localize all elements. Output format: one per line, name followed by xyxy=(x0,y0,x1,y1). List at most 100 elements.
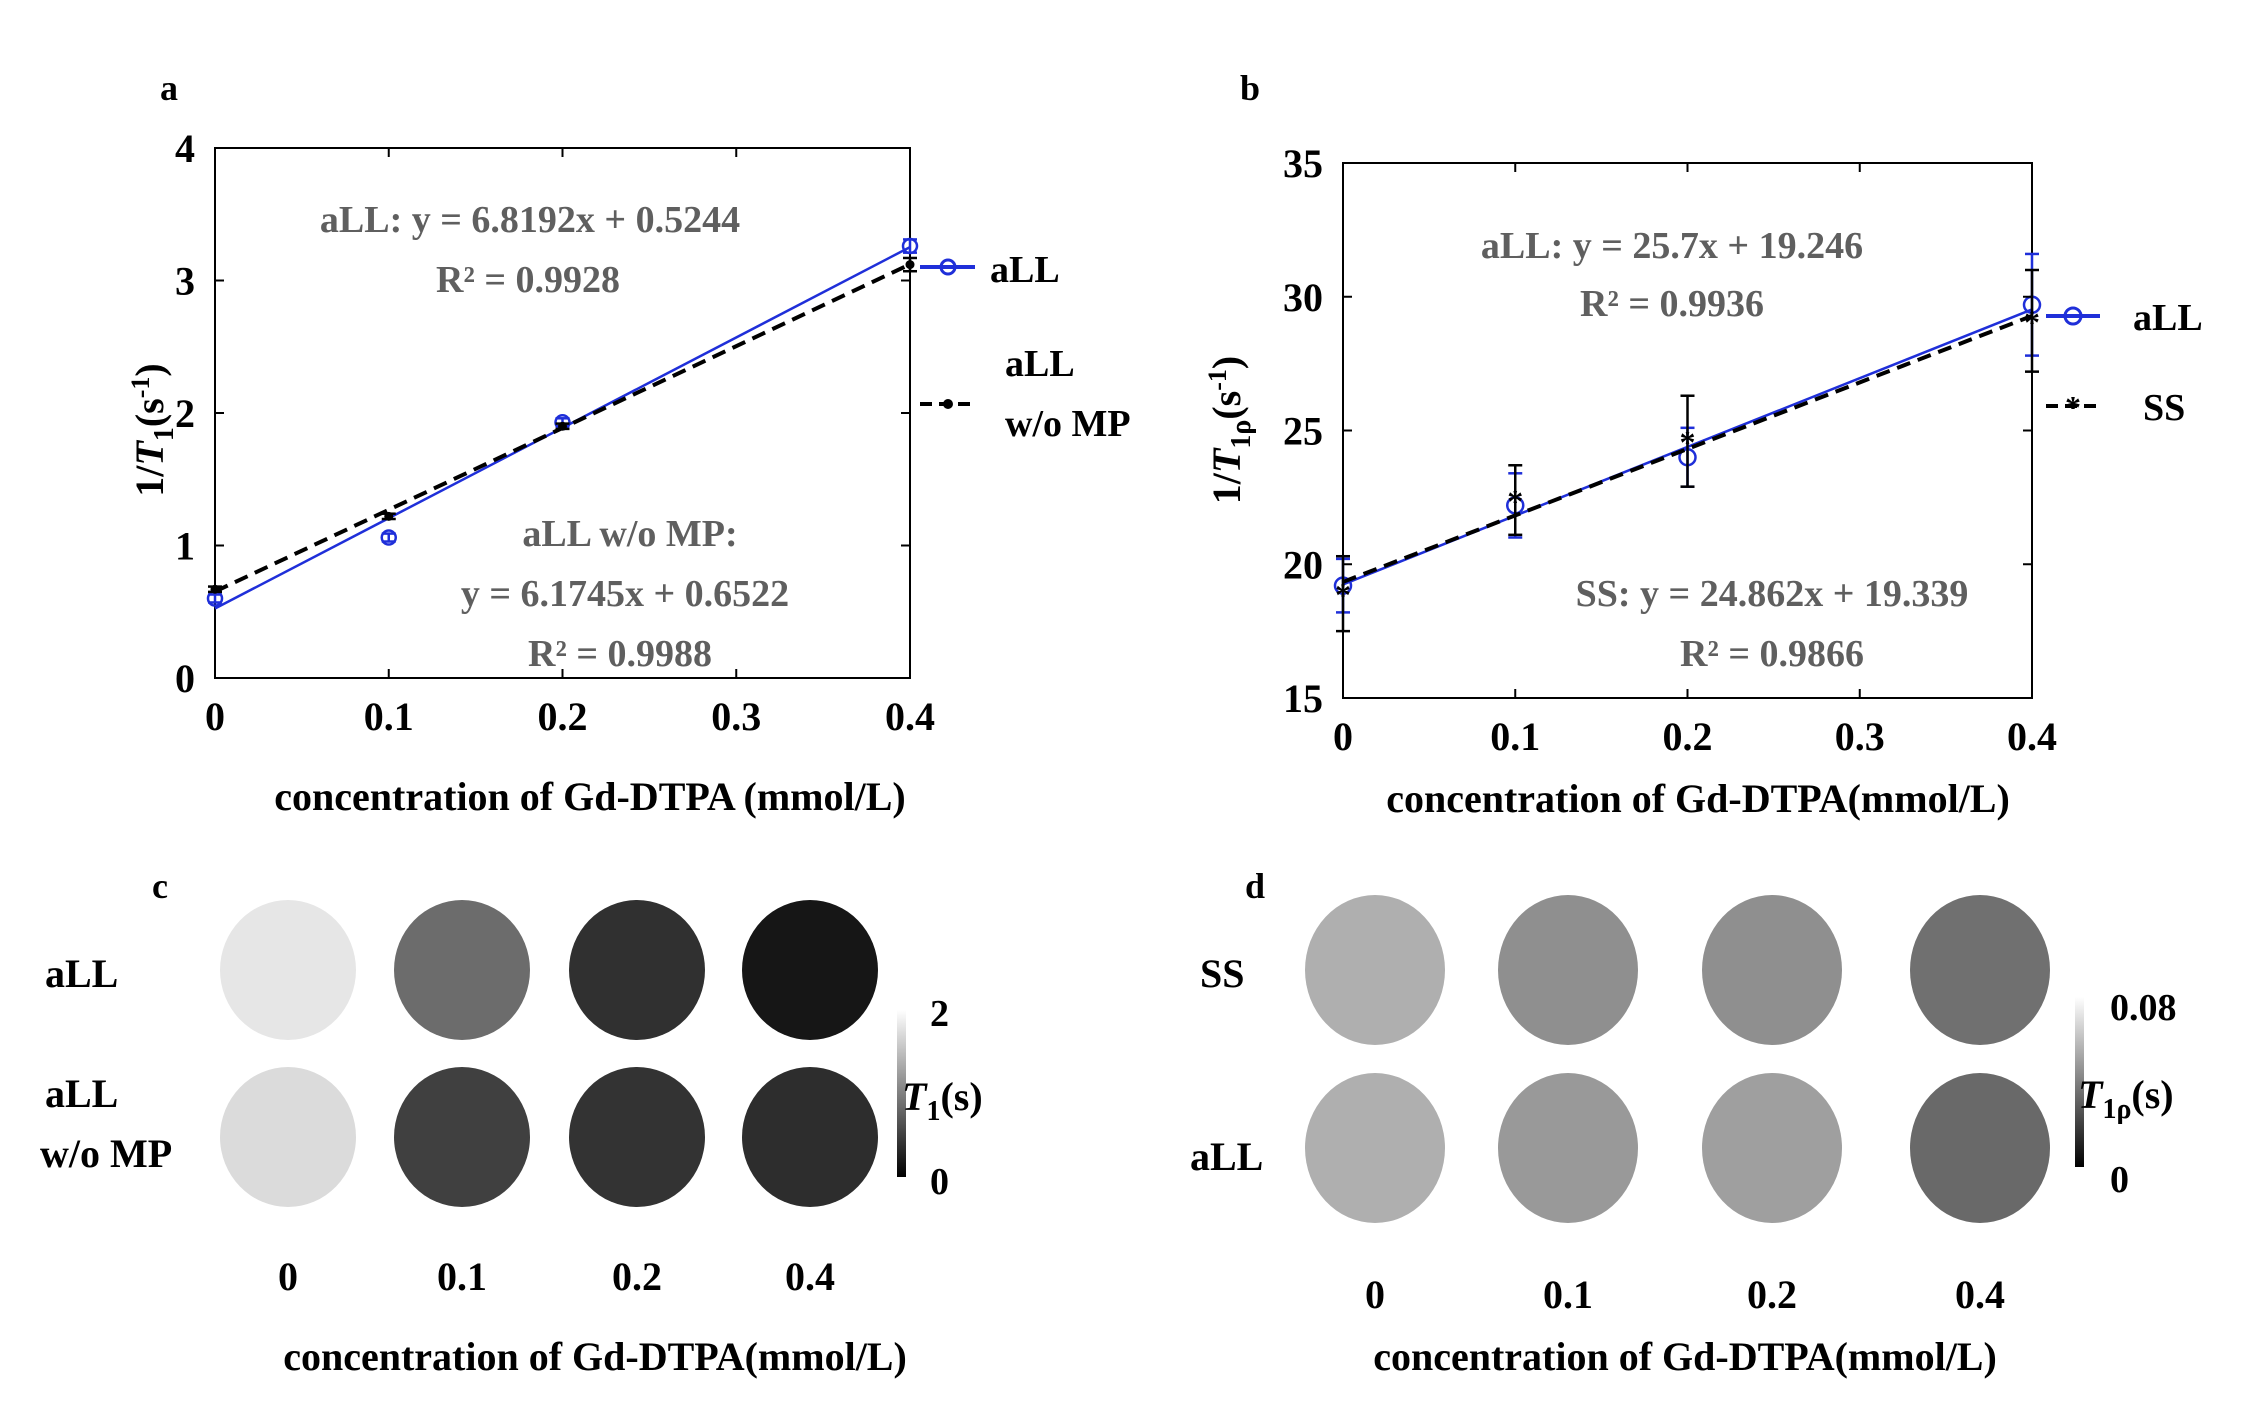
map-d-xtick-2: 0.2 xyxy=(1747,1272,1797,1317)
chart-b-xtick-label: 0.1 xyxy=(1490,714,1540,759)
map-d-disc xyxy=(1305,895,1445,1045)
chart-b-ytick-label: 25 xyxy=(1283,409,1323,454)
map-d-disc xyxy=(1702,1073,1842,1223)
map-c-disc xyxy=(569,1067,705,1207)
map-d-xtick-3: 0.4 xyxy=(1955,1272,2005,1317)
chart-a-point-all-w-o-mp xyxy=(558,421,567,431)
chart-b-xtick-label: 0.3 xyxy=(1835,714,1885,759)
map-d-discs xyxy=(1305,895,2050,1223)
map-c-xtick-3: 0.4 xyxy=(785,1254,835,1299)
panel-label-a: a xyxy=(160,68,178,108)
chart-b-xtick-label: 0.4 xyxy=(2007,714,2057,759)
map-d: SS aLL 0.08 0 T1ρ(s) 0 0.1 0.2 0.4 conce… xyxy=(1190,895,2177,1379)
chart-a-ylabel-sub: 1 xyxy=(149,427,180,441)
chart-a-xtick-label: 0.4 xyxy=(885,694,935,739)
map-d-disc xyxy=(1498,895,1638,1045)
chart-a-legend: aLL aLL w/o MP xyxy=(920,249,1131,445)
chart-a-point-all xyxy=(901,237,919,255)
chart-b-ytick-label: 30 xyxy=(1283,275,1323,320)
chart-a-eq-aLL: aLL: y = 6.8192x + 0.5244 xyxy=(320,199,740,241)
chart-b-eq-SS: SS: y = 24.862x + 19.339 xyxy=(1576,573,1969,615)
map-c-xlabel: concentration of Gd-DTPA(mmol/L) xyxy=(283,1334,907,1379)
chart-a-xtick-label: 0.2 xyxy=(538,694,588,739)
chart-a-ytick-label: 1 xyxy=(175,524,195,569)
map-c-disc xyxy=(220,900,356,1040)
chart-a-legend-aLL-marker xyxy=(939,258,957,276)
chart-b-point-ss: * xyxy=(2024,304,2040,340)
chart-a-r2-aLL: R² = 0.9928 xyxy=(436,259,620,301)
chart-a-ytick-label: 0 xyxy=(175,656,195,701)
chart-a-point-all-w-o-mp xyxy=(384,511,394,521)
chart-b-ylabel-unit-sup: -1 xyxy=(1203,369,1232,391)
map-c-row-label-2b: w/o MP xyxy=(40,1131,172,1176)
map-c-xtick-0: 0 xyxy=(278,1254,298,1299)
chart-b-legend-SS-label: SS xyxy=(2143,387,2185,429)
map-c-colorbar-sub: 1 xyxy=(926,1096,940,1127)
panel-label-d: d xyxy=(1245,866,1265,906)
map-d-row-label-1: SS xyxy=(1200,951,1245,996)
map-c-xtick-1: 0.1 xyxy=(437,1254,487,1299)
map-d-xtick-0: 0 xyxy=(1365,1272,1385,1317)
chart-b-legend: aLL * SS xyxy=(2046,297,2203,429)
chart-b-legend-aLL-marker xyxy=(2063,306,2083,326)
map-c-xtick-2: 0.2 xyxy=(612,1254,662,1299)
map-c-colorbar-var: T xyxy=(902,1074,928,1119)
chart-b-eq-aLL: aLL: y = 25.7x + 19.246 xyxy=(1481,225,1863,267)
chart-a-ylabel-var: T xyxy=(127,440,172,466)
chart-a-point-all-w-o-mp xyxy=(905,260,915,270)
chart-a-ytick-label: 3 xyxy=(175,259,195,304)
chart-b-xtick-label: 0 xyxy=(1333,714,1353,759)
panel-label-b: b xyxy=(1240,68,1260,108)
map-d-colorbar-title: T1ρ(s) xyxy=(2078,1072,2174,1125)
map-d-disc xyxy=(1702,895,1842,1045)
chart-b-ylabel-var: T xyxy=(1204,447,1249,473)
chart-b-ytick-label: 35 xyxy=(1283,141,1323,186)
map-c-disc xyxy=(742,900,878,1040)
map-d-colorbar-min: 0 xyxy=(2110,1159,2129,1201)
chart-b-point-ss: * xyxy=(1335,577,1351,613)
map-d-colorbar-var: T xyxy=(2078,1072,2104,1117)
map-c-colorbar xyxy=(897,1010,906,1177)
chart-a-ytick-label: 2 xyxy=(175,391,195,436)
chart-b-ylabel: 1/T1ρ(s-1) xyxy=(1203,356,1257,504)
chart-a-ylabel-unit-close: ) xyxy=(127,363,172,376)
map-c-row-label-1: aLL xyxy=(45,951,118,996)
chart-b: * * * * 0 0.1 0.2 0.3 0.4 15 20 25 30 35 aLL: y = 25… xyxy=(1203,141,2203,821)
map-c-discs xyxy=(220,900,878,1207)
map-c-disc xyxy=(394,1067,530,1207)
chart-b-xtick-label: 0.2 xyxy=(1663,714,1713,759)
map-d-colorbar-max: 0.08 xyxy=(2110,987,2177,1029)
chart-b-point-ss: * xyxy=(1680,424,1696,460)
chart-b-ytick-label: 20 xyxy=(1283,542,1323,587)
chart-b-ylabel-unit: (s xyxy=(1204,391,1249,420)
map-d-row-label-2: aLL xyxy=(1190,1134,1263,1179)
map-c-disc xyxy=(569,900,705,1040)
chart-b-xlabel: concentration of Gd-DTPA(mmol/L) xyxy=(1386,776,2010,821)
map-d-colorbar xyxy=(2075,997,2084,1167)
chart-a-ticks: 0 0.1 0.2 0.3 0.4 0 1 2 3 4 xyxy=(175,126,935,739)
panel-label-c: c xyxy=(152,866,168,906)
chart-b-ylabel-prefix: 1/ xyxy=(1204,472,1249,504)
map-d-disc xyxy=(1498,1073,1638,1223)
chart-b-ylabel-unit-close: ) xyxy=(1204,356,1249,369)
chart-a-xlabel: concentration of Gd-DTPA (mmol/L) xyxy=(274,774,905,819)
chart-a-eq-woMP-label: aLL w/o MP: xyxy=(522,513,737,555)
chart-b-ylabel-sub: 1ρ xyxy=(1226,420,1257,449)
chart-a-legend-aLL-label: aLL xyxy=(990,249,1060,291)
map-d-colorbar-unit: (s) xyxy=(2131,1072,2173,1117)
map-d-disc xyxy=(1305,1073,1445,1223)
chart-a-ylabel: 1/T1(s-1) xyxy=(126,363,180,496)
chart-a-ylabel-unit-sup: -1 xyxy=(126,377,155,399)
chart-a-point-all xyxy=(380,529,397,546)
chart-a-xtick-label: 0.3 xyxy=(711,694,761,739)
map-c-disc xyxy=(220,1067,356,1207)
chart-a-ytick-label: 4 xyxy=(175,126,195,171)
chart-b-ticks: 0 0.1 0.2 0.3 0.4 15 20 25 30 35 xyxy=(1283,141,2057,759)
chart-a-r2-woMP: R² = 0.9988 xyxy=(528,633,712,675)
chart-a-ylabel-prefix: 1/ xyxy=(127,465,172,497)
map-c-colorbar-min: 0 xyxy=(930,1161,949,1203)
chart-a-legend-woMP-label-1: aLL xyxy=(1005,343,1075,385)
map-d-disc xyxy=(1910,895,2050,1045)
map-d-xtick-1: 0.1 xyxy=(1543,1272,1593,1317)
map-c-colorbar-max: 2 xyxy=(930,993,949,1035)
